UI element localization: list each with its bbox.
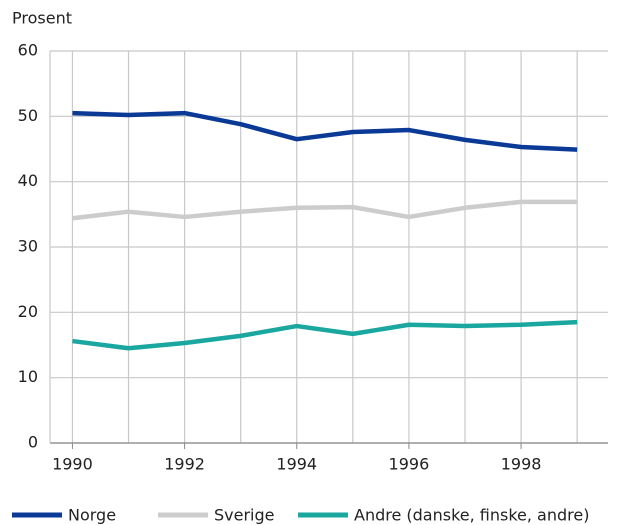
x-tick-label: 1992 <box>164 455 205 474</box>
legend-label: Andre (danske, finske, andre) <box>354 506 589 525</box>
y-tick-label: 0 <box>28 433 38 452</box>
y-tick-label: 50 <box>18 106 38 125</box>
y-tick-label: 60 <box>18 41 38 60</box>
y-tick-label: 20 <box>18 302 38 321</box>
x-tick-label: 1994 <box>276 455 317 474</box>
legend-label: Sverige <box>214 506 275 525</box>
series-line <box>72 199 578 221</box>
y-axis-label: Prosent <box>12 9 72 28</box>
x-tick-label: 1990 <box>52 455 93 474</box>
y-tick-label: 30 <box>18 237 38 256</box>
legend-label: Norge <box>68 506 116 525</box>
x-tick-label: 1996 <box>389 455 430 474</box>
y-tick-label: 40 <box>18 171 38 190</box>
y-tick-label: 10 <box>18 367 38 386</box>
series-line <box>72 110 578 152</box>
series-line <box>72 319 578 351</box>
x-tick-label: 1998 <box>501 455 542 474</box>
